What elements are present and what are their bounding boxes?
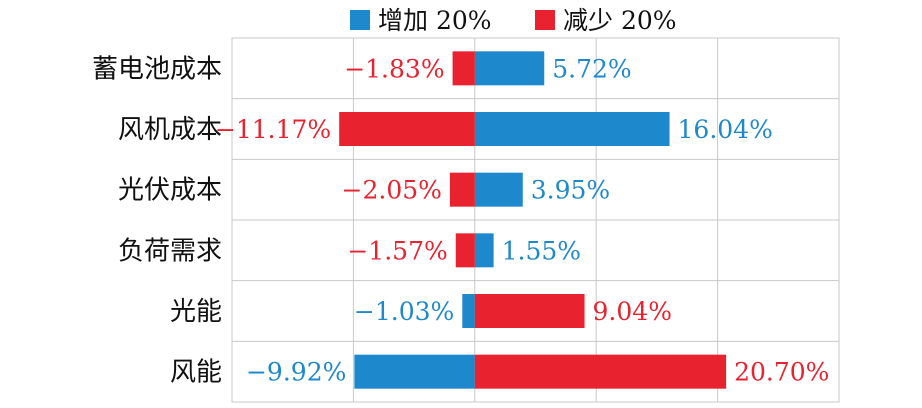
grid bbox=[231, 37, 840, 403]
bar bbox=[455, 233, 475, 268]
bars bbox=[339, 51, 727, 389]
data-label: −1.03% bbox=[354, 297, 454, 326]
data-label: −11.17% bbox=[215, 115, 331, 144]
legend-swatch bbox=[350, 10, 370, 30]
bar bbox=[474, 233, 494, 268]
category-label: 负荷需求 bbox=[118, 236, 222, 266]
category-label: 蓄电池成本 bbox=[92, 54, 222, 84]
legend: 增加 20% 减少 20% bbox=[350, 6, 677, 35]
category-label: 风机成本 bbox=[118, 115, 222, 145]
bar bbox=[354, 354, 475, 389]
bar bbox=[474, 112, 670, 146]
bar bbox=[452, 51, 475, 86]
bar bbox=[474, 172, 523, 207]
data-label: 16.04% bbox=[678, 115, 773, 144]
legend-swatch bbox=[535, 10, 555, 30]
category-label: 光伏成本 bbox=[118, 176, 222, 206]
data-label: 20.70% bbox=[734, 358, 829, 387]
data-label: −2.05% bbox=[342, 176, 442, 205]
bar bbox=[474, 354, 727, 389]
bar bbox=[449, 172, 475, 207]
data-label: −9.92% bbox=[246, 358, 346, 387]
data-label: 9.04% bbox=[593, 297, 672, 326]
bar bbox=[474, 294, 585, 328]
data-label: 5.72% bbox=[552, 54, 631, 83]
data-label: −1.57% bbox=[347, 236, 447, 265]
data-label: −1.83% bbox=[344, 54, 444, 83]
bar bbox=[462, 294, 475, 328]
category-label: 风能 bbox=[170, 358, 222, 388]
category-label: 光能 bbox=[170, 297, 222, 327]
bar bbox=[474, 51, 545, 86]
bar bbox=[339, 112, 475, 146]
data-label: 1.55% bbox=[502, 236, 581, 265]
legend-label: 减少 20% bbox=[563, 6, 677, 35]
labels: 蓄电池成本 5.72% −1.83% 风机成本 16.04% −11.17% 光伏成本 3.9… bbox=[92, 54, 829, 387]
legend-label: 增加 20% bbox=[378, 6, 492, 35]
data-label: 3.95% bbox=[531, 176, 610, 205]
